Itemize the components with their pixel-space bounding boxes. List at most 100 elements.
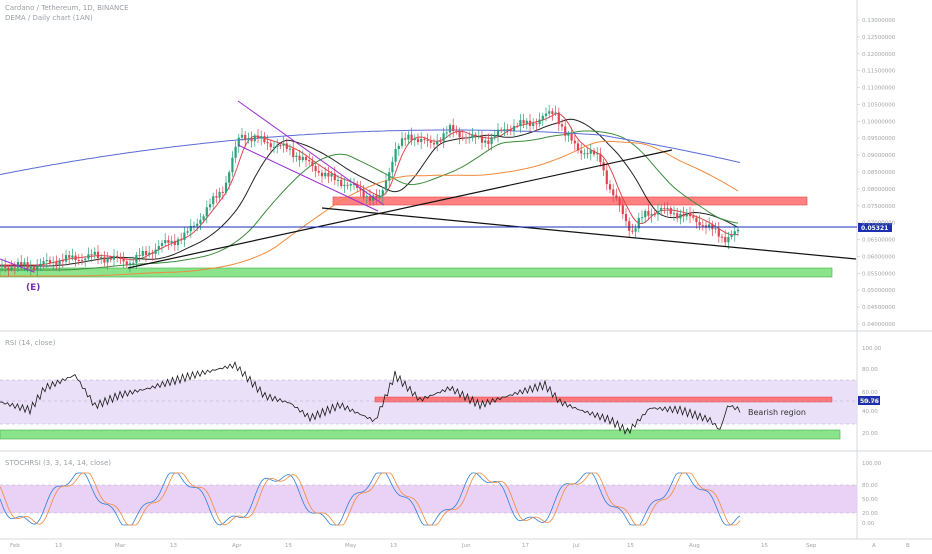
candle-body	[157, 245, 160, 250]
candle-body	[394, 149, 397, 162]
candle-body	[727, 237, 730, 243]
date-tick-label: 17	[522, 543, 529, 549]
date-tick-label: 13	[55, 543, 62, 549]
candle-body	[384, 180, 388, 191]
candle-body	[516, 126, 519, 128]
candle-body	[109, 258, 112, 260]
candle-body	[343, 184, 346, 187]
candle-body	[346, 184, 349, 186]
candle-body	[256, 135, 260, 139]
candle-body	[634, 228, 637, 232]
candle-body	[500, 129, 503, 131]
candle-body	[624, 213, 628, 222]
candle-body	[87, 254, 90, 259]
candle-body	[564, 126, 567, 136]
candle-body	[599, 153, 602, 163]
candle-body	[192, 225, 196, 227]
candle-body	[80, 260, 84, 262]
candle-body	[698, 222, 701, 226]
candle-body	[736, 229, 740, 232]
zones-layer	[0, 196, 857, 513]
candle-body	[295, 155, 298, 158]
candle-body	[461, 137, 464, 139]
candle-body	[535, 123, 538, 125]
candle-body	[429, 141, 432, 143]
price-tick-label: 0.10500000	[862, 102, 896, 108]
candle-body	[58, 260, 61, 266]
candle-body	[586, 153, 589, 155]
price-tick-label: 0.09000000	[862, 153, 896, 159]
price-tick-label: 0.09500000	[862, 136, 896, 142]
candle-body	[644, 210, 647, 218]
candle-body	[301, 156, 304, 161]
candle-body	[125, 261, 128, 266]
candle-body	[45, 260, 48, 262]
price-tick-label: 0.05000000	[862, 288, 896, 294]
candle-body	[432, 142, 436, 145]
candle-body	[471, 134, 474, 138]
candle-body	[68, 255, 71, 258]
rsi-title: RSI (14, close)	[5, 339, 56, 347]
chart-subtitle: DEMA / Daily chart (1AN)	[5, 14, 93, 22]
rsi-tick-label: 100.00	[862, 346, 882, 352]
candle-body	[215, 196, 218, 198]
candle-body	[202, 216, 205, 220]
candle-body	[77, 260, 80, 262]
price-tick-label: 0.06000000	[862, 254, 896, 260]
candle-body	[90, 254, 93, 256]
candle-body	[618, 198, 621, 206]
candle-body	[320, 172, 324, 177]
candle-body	[71, 255, 74, 258]
candle-body	[308, 160, 311, 162]
candle-body	[212, 196, 215, 205]
date-tick-label: 13	[390, 543, 397, 549]
candle-body	[160, 243, 164, 246]
stoch-tick-label: 100.00	[862, 461, 882, 467]
candle-body	[237, 137, 240, 147]
candle-body	[452, 125, 455, 131]
candle-body	[455, 130, 458, 132]
candle-body	[512, 126, 516, 131]
candle-body	[154, 249, 157, 254]
candle-body	[612, 189, 615, 196]
stoch-d-line	[0, 472, 741, 526]
candle-body	[637, 218, 640, 229]
candle-body	[666, 207, 669, 209]
candle-body	[378, 195, 381, 199]
candle-body	[135, 254, 138, 263]
candle-body	[602, 162, 605, 171]
candle-body	[61, 260, 64, 262]
rsi-resistance-zone	[374, 396, 833, 403]
candle-body	[672, 213, 676, 215]
candle-body	[372, 195, 375, 201]
candle-body	[688, 212, 692, 217]
candle-body	[605, 170, 608, 185]
candle-body	[720, 236, 724, 238]
candle-body	[503, 129, 506, 131]
candle-body	[589, 150, 592, 154]
footer-button-b[interactable]: B	[906, 543, 910, 549]
candle-body	[330, 173, 333, 177]
rsi-layer	[0, 361, 741, 435]
price-tick-label: 0.06500000	[862, 238, 896, 244]
footer-button-a[interactable]: A	[872, 543, 876, 549]
bearish-region-label: Bearish region	[748, 408, 806, 417]
candle-body	[580, 150, 583, 154]
candle-body	[288, 148, 292, 150]
candle-body	[615, 195, 618, 199]
candle-body	[13, 267, 16, 269]
candle-body	[292, 148, 295, 158]
candle-body	[426, 140, 429, 142]
candle-body	[250, 138, 253, 142]
candle-body	[375, 195, 378, 199]
candle-body	[272, 146, 276, 148]
candle-body	[244, 134, 247, 141]
candle-body	[544, 113, 548, 116]
candle-body	[349, 183, 352, 186]
rsi-tick-label: 60.00	[862, 390, 878, 396]
candle-body	[128, 263, 132, 266]
candle-body	[525, 120, 528, 124]
candle-body	[122, 259, 125, 262]
candle-body	[442, 133, 445, 142]
